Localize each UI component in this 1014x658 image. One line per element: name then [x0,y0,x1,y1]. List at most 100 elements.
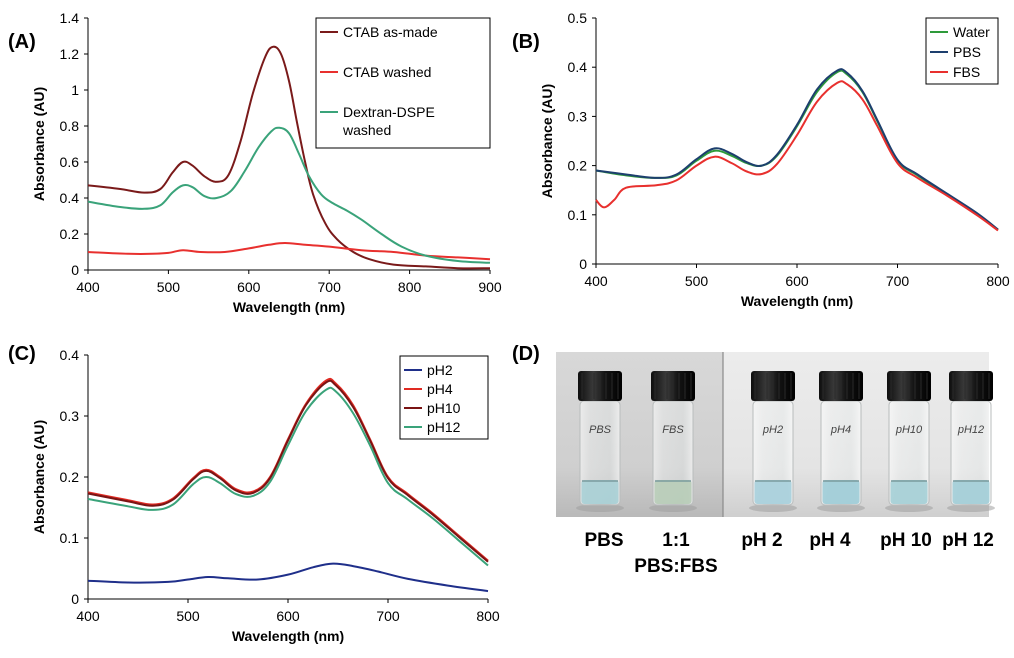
vial-label: pH 2 [741,530,782,551]
legend-label: pH12 [427,419,461,435]
y-tick-label: 0.3 [568,108,588,124]
y-tick-label: 0.4 [60,190,80,206]
y-tick-label: 0 [579,256,587,272]
x-tick-label: 800 [986,273,1010,289]
vial: pH12 [947,371,995,512]
vial: pH2 [749,371,797,512]
x-tick-label: 500 [176,608,200,624]
y-tick-label: 0.5 [568,10,588,26]
y-tick-label: 1.4 [60,10,80,26]
y-tick-label: 0.4 [568,59,588,75]
series-line-water [595,69,999,231]
series-line-dextran-dspe-washed [87,126,491,264]
x-tick-label: 600 [237,279,261,295]
x-axis-title: Wavelength (nm) [233,299,345,315]
vial: PBS [576,371,624,512]
vial-label: pH 10 [880,530,932,551]
vial-liquid [952,480,990,504]
vial-liquid [581,480,619,504]
legend: pH2 pH4 pH10 pH12 [399,355,489,440]
vial-label: pH 12 [942,530,994,551]
x-tick-label: 600 [785,273,809,289]
legend-label: CTAB as-made [343,24,438,40]
y-tick-label: 0.8 [60,118,80,134]
y-tick-label: 0.3 [60,408,80,424]
y-tick-label: 0.1 [568,207,588,223]
x-axis-title: Wavelength (nm) [232,628,344,644]
vial-label: pH 4 [809,530,851,551]
legend-box [315,17,491,149]
legend-label: Water [953,24,990,40]
vial-handwriting: FBS [662,424,684,436]
vial-handwriting: pH12 [957,424,984,436]
vial-shadow [947,504,995,512]
panel-label-b: (B) [512,31,540,53]
x-tick-label: 700 [318,279,342,295]
y-axis-title: Absorbance (AU) [31,420,47,534]
vial-handwriting: pH10 [895,424,923,436]
series-line-ctab-washed [87,242,491,261]
y-tick-label: 1 [71,82,79,98]
vial-liquid [890,480,928,504]
series-line-ph2 [87,562,489,593]
legend-label: pH2 [427,362,453,378]
vial-shadow [649,504,697,512]
vial: FBS [649,371,697,512]
chart-c: 400 500 600 700 800 0 0.1 0.2 0.3 0.4 Wavelength (… [31,347,500,644]
vial-label: PBS [584,530,623,551]
legend: CTAB as-made CTAB washed Dextran-DSPE washe… [315,17,491,149]
series-line-pbs [595,68,999,231]
series-line-ctab-as-made [87,45,491,270]
vial-label: PBS:FBS [634,556,717,577]
legend-label: CTAB washed [343,64,431,80]
chart-a: 400 500 600 700 800 900 0 0.2 0.4 0.6 0.8 1 1.2 1.4 Wa… [31,10,502,315]
vial-handwriting: pH4 [830,424,851,436]
x-tick-label: 800 [476,608,500,624]
y-tick-label: 0.1 [60,530,80,546]
vial-liquid [654,480,692,504]
x-tick-label: 700 [376,608,400,624]
y-axis-title: Absorbance (AU) [539,84,555,198]
x-tick-label: 800 [398,279,422,295]
legend-label: Dextran-DSPE washed [342,104,435,138]
y-tick-label: 0.2 [568,158,588,174]
series-line-fbs [595,80,999,232]
y-tick-label: 1.2 [60,46,80,62]
legend-label: PBS [953,44,981,60]
x-tick-label: 400 [76,279,100,295]
vial-shadow [817,504,865,512]
vial: pH4 [817,371,865,512]
panel-label-d: (D) [512,343,540,365]
vial-liquid [754,480,792,504]
y-tick-label: 0.6 [60,154,80,170]
legend-label: FBS [953,64,980,80]
vial-shadow [749,504,797,512]
y-tick-label: 0.2 [60,226,80,242]
vials-photo: PBS FBS pH2 pH4 pH10 pH12 PBS 1:1 PBS:FBS pH 2 pH… [556,352,995,577]
chart-b: 400 500 600 700 800 0 0.1 0.2 0.3 0.4 0.5 Wavelengt… [539,10,1010,309]
vial-handwriting: PBS [589,424,612,436]
vial: pH10 [885,371,933,512]
y-axis-title: Absorbance (AU) [31,87,47,201]
x-tick-label: 600 [276,608,300,624]
vial-handwriting: pH2 [762,424,783,436]
x-tick-label: 500 [157,279,181,295]
vial-liquid [822,480,860,504]
legend-label: pH4 [427,381,453,397]
vial-label: 1:1 [662,530,690,551]
y-tick-label: 0 [71,591,79,607]
y-tick-label: 0 [71,262,79,278]
x-tick-label: 700 [886,273,910,289]
x-tick-label: 400 [76,608,100,624]
x-tick-label: 400 [584,273,608,289]
vial-shadow [885,504,933,512]
panel-label-a: (A) [8,31,36,53]
x-tick-label: 500 [685,273,709,289]
x-tick-label: 900 [478,279,502,295]
series-line-ph12 [87,386,489,567]
x-axis-title: Wavelength (nm) [741,293,853,309]
series-line-ph10 [87,379,489,563]
y-tick-label: 0.2 [60,469,80,485]
legend-label: pH10 [427,400,461,416]
